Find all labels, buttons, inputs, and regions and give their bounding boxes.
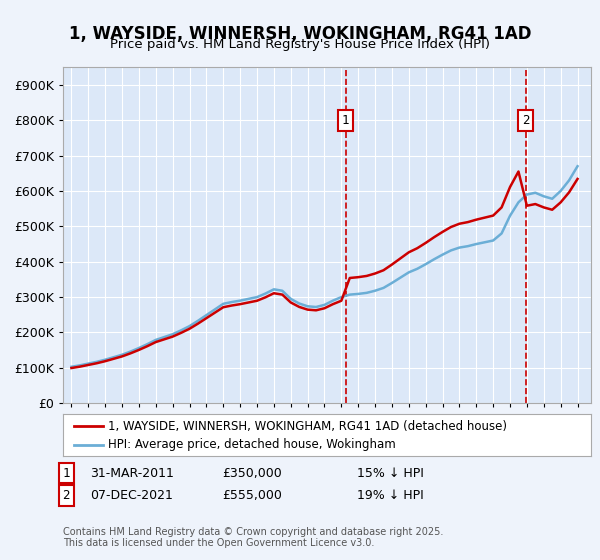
Text: HPI: Average price, detached house, Wokingham: HPI: Average price, detached house, Woki… [108, 438, 395, 451]
Text: 1: 1 [62, 466, 70, 480]
Text: 31-MAR-2011: 31-MAR-2011 [90, 466, 174, 480]
Text: 2: 2 [62, 489, 70, 502]
Text: 15% ↓ HPI: 15% ↓ HPI [356, 466, 424, 480]
Text: 1, WAYSIDE, WINNERSH, WOKINGHAM, RG41 1AD (detached house): 1, WAYSIDE, WINNERSH, WOKINGHAM, RG41 1A… [108, 419, 507, 433]
Text: 1: 1 [342, 114, 349, 127]
Text: 1, WAYSIDE, WINNERSH, WOKINGHAM, RG41 1AD: 1, WAYSIDE, WINNERSH, WOKINGHAM, RG41 1A… [69, 25, 531, 43]
Text: Contains HM Land Registry data © Crown copyright and database right 2025.
This d: Contains HM Land Registry data © Crown c… [63, 527, 443, 548]
Text: Price paid vs. HM Land Registry's House Price Index (HPI): Price paid vs. HM Land Registry's House … [110, 38, 490, 50]
Text: £350,000: £350,000 [222, 466, 282, 480]
Text: 19% ↓ HPI: 19% ↓ HPI [356, 489, 424, 502]
Text: £555,000: £555,000 [222, 489, 282, 502]
Text: 07-DEC-2021: 07-DEC-2021 [91, 489, 173, 502]
Text: 2: 2 [522, 114, 529, 127]
